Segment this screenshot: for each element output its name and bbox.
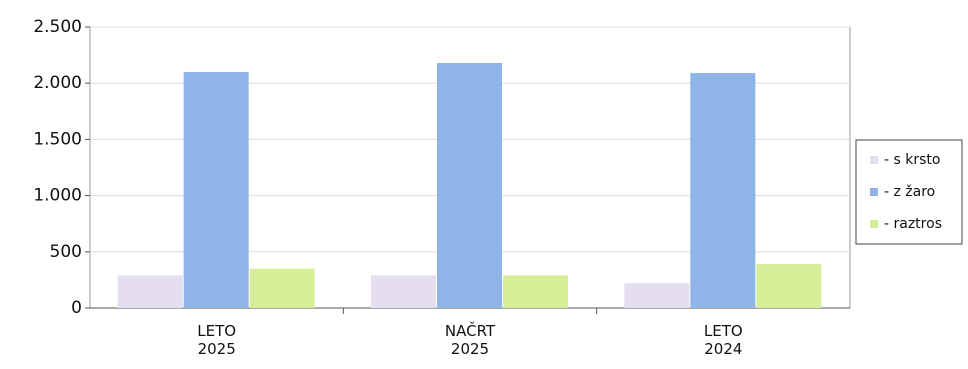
bar: [437, 62, 502, 308]
bar: [371, 275, 436, 308]
y-tick-label: 500: [50, 242, 82, 262]
legend-label: - raztros: [884, 216, 942, 232]
x-tick-label: NAČRT 2025: [444, 322, 496, 358]
legend-label: - s krsto: [884, 152, 940, 168]
bar: [249, 268, 315, 308]
legend-label: - z žaro: [884, 184, 935, 200]
x-tick-label: LETO 2025: [197, 322, 237, 358]
bar: [117, 275, 183, 308]
bar: [690, 73, 756, 308]
bar: [183, 71, 249, 309]
x-tick-label: LETO 2024: [703, 322, 743, 358]
y-tick-label: 2.500: [33, 17, 82, 37]
y-tick-label: 0: [71, 298, 82, 318]
legend-swatch: [870, 156, 878, 164]
bar: [756, 264, 822, 308]
legend-swatch: [870, 220, 878, 228]
y-tick-label: 1.000: [33, 186, 82, 206]
legend-swatch: [870, 188, 878, 196]
bar: [624, 283, 690, 308]
y-tick-label: 1.500: [33, 129, 82, 149]
y-tick-label: 2.000: [33, 73, 82, 93]
bar: [503, 275, 568, 308]
